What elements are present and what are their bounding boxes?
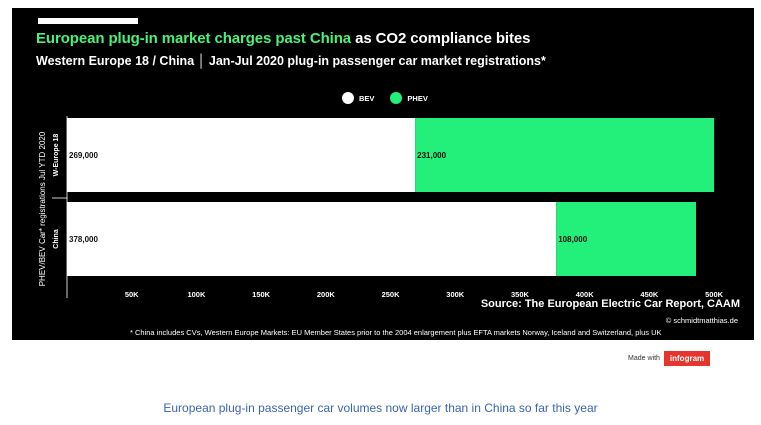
bar-phev-0 — [415, 118, 715, 192]
chart-title: European plug-in market charges past Chi… — [36, 30, 530, 47]
x-tick-label-8: 450K — [640, 290, 659, 299]
x-tick-label-7: 400K — [576, 290, 595, 299]
legend-swatch-bev — [342, 92, 354, 104]
infogram-logo[interactable]: infogram — [663, 351, 711, 366]
x-tick-label-1: 100K — [187, 290, 206, 299]
made-with-text: Made with — [628, 355, 660, 362]
data-label-phev-1: 108,000 — [558, 235, 587, 244]
source-text: Source: The European Electric Car Report… — [480, 298, 740, 310]
figure-caption: European plug-in passenger car volumes n… — [163, 401, 598, 415]
made-with-badge[interactable]: Made with infogram — [628, 351, 711, 366]
x-tick-label-9: 500K — [705, 290, 724, 299]
top-rule — [38, 18, 138, 24]
bar-bev-1 — [67, 202, 557, 276]
chart-subtitle: Western Europe 18 / China │ Jan-Jul 2020… — [36, 54, 546, 68]
credit-text: © schmidtmatthias.de — [665, 316, 738, 325]
legend-label-phev: PHEV — [407, 93, 428, 103]
x-tick-label-3: 200K — [317, 290, 336, 299]
x-tick-label-0: 50K — [125, 290, 139, 299]
title-highlight: European plug-in market charges past Chi… — [36, 30, 352, 47]
legend-label-bev: BEV — [359, 93, 375, 103]
category-label-0: W-Europe 18 — [53, 134, 60, 177]
x-tick-label-2: 150K — [252, 290, 271, 299]
bar-phev-1 — [556, 202, 696, 276]
chart-panel: European plug-in market charges past Chi… — [12, 8, 754, 340]
x-tick-label-4: 250K — [382, 290, 401, 299]
x-tick-label-5: 300K — [446, 290, 465, 299]
bar-chart: W-Europe 18 China 269,000 231,000 378,000 108… — [52, 116, 724, 299]
data-label-bev-1: 378,000 — [69, 235, 98, 244]
footnote-text: * China includes CVs, Western Europe Mar… — [130, 328, 662, 337]
bar-bev-0 — [67, 118, 416, 192]
legend-item-bev[interactable]: BEV — [342, 92, 374, 104]
x-tick-label-6: 350K — [511, 290, 530, 299]
legend: BEV PHEV — [342, 92, 438, 104]
category-label-1: China — [53, 229, 60, 249]
legend-swatch-phev — [390, 92, 403, 104]
title-rest: as CO2 compliance bites — [351, 30, 531, 47]
legend-item-phev[interactable]: PHEV — [390, 92, 428, 104]
data-label-phev-0: 231,000 — [417, 151, 446, 160]
data-label-bev-0: 269,000 — [69, 151, 98, 160]
